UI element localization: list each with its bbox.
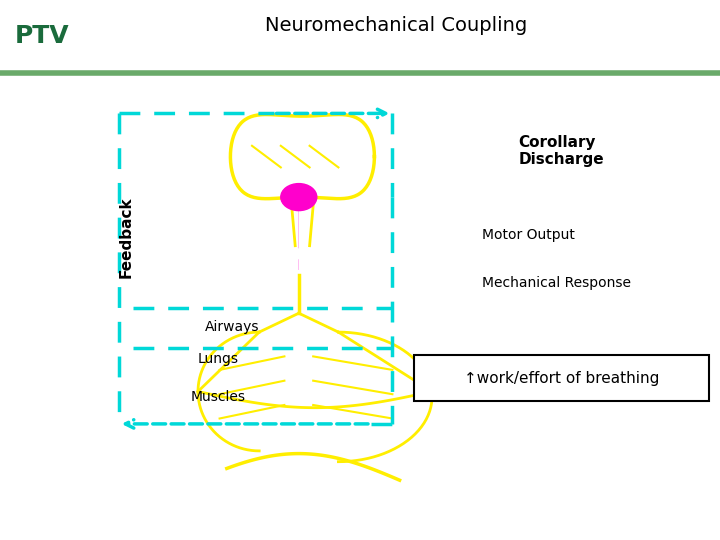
- Text: Muscles: Muscles: [191, 390, 246, 404]
- Text: Feedback: Feedback: [119, 197, 133, 279]
- Text: Motor Output: Motor Output: [482, 228, 575, 242]
- FancyBboxPatch shape: [414, 355, 709, 401]
- Text: PTV: PTV: [14, 24, 69, 48]
- Text: Airways: Airways: [205, 320, 260, 334]
- Text: Mechanical Response: Mechanical Response: [482, 276, 631, 291]
- Circle shape: [281, 184, 317, 211]
- Text: ↑work/effort of breathing: ↑work/effort of breathing: [464, 370, 660, 386]
- Text: Lungs: Lungs: [198, 352, 239, 366]
- Text: Corollary
Discharge: Corollary Discharge: [518, 135, 604, 167]
- Text: Neuromechanical Coupling: Neuromechanical Coupling: [265, 16, 527, 35]
